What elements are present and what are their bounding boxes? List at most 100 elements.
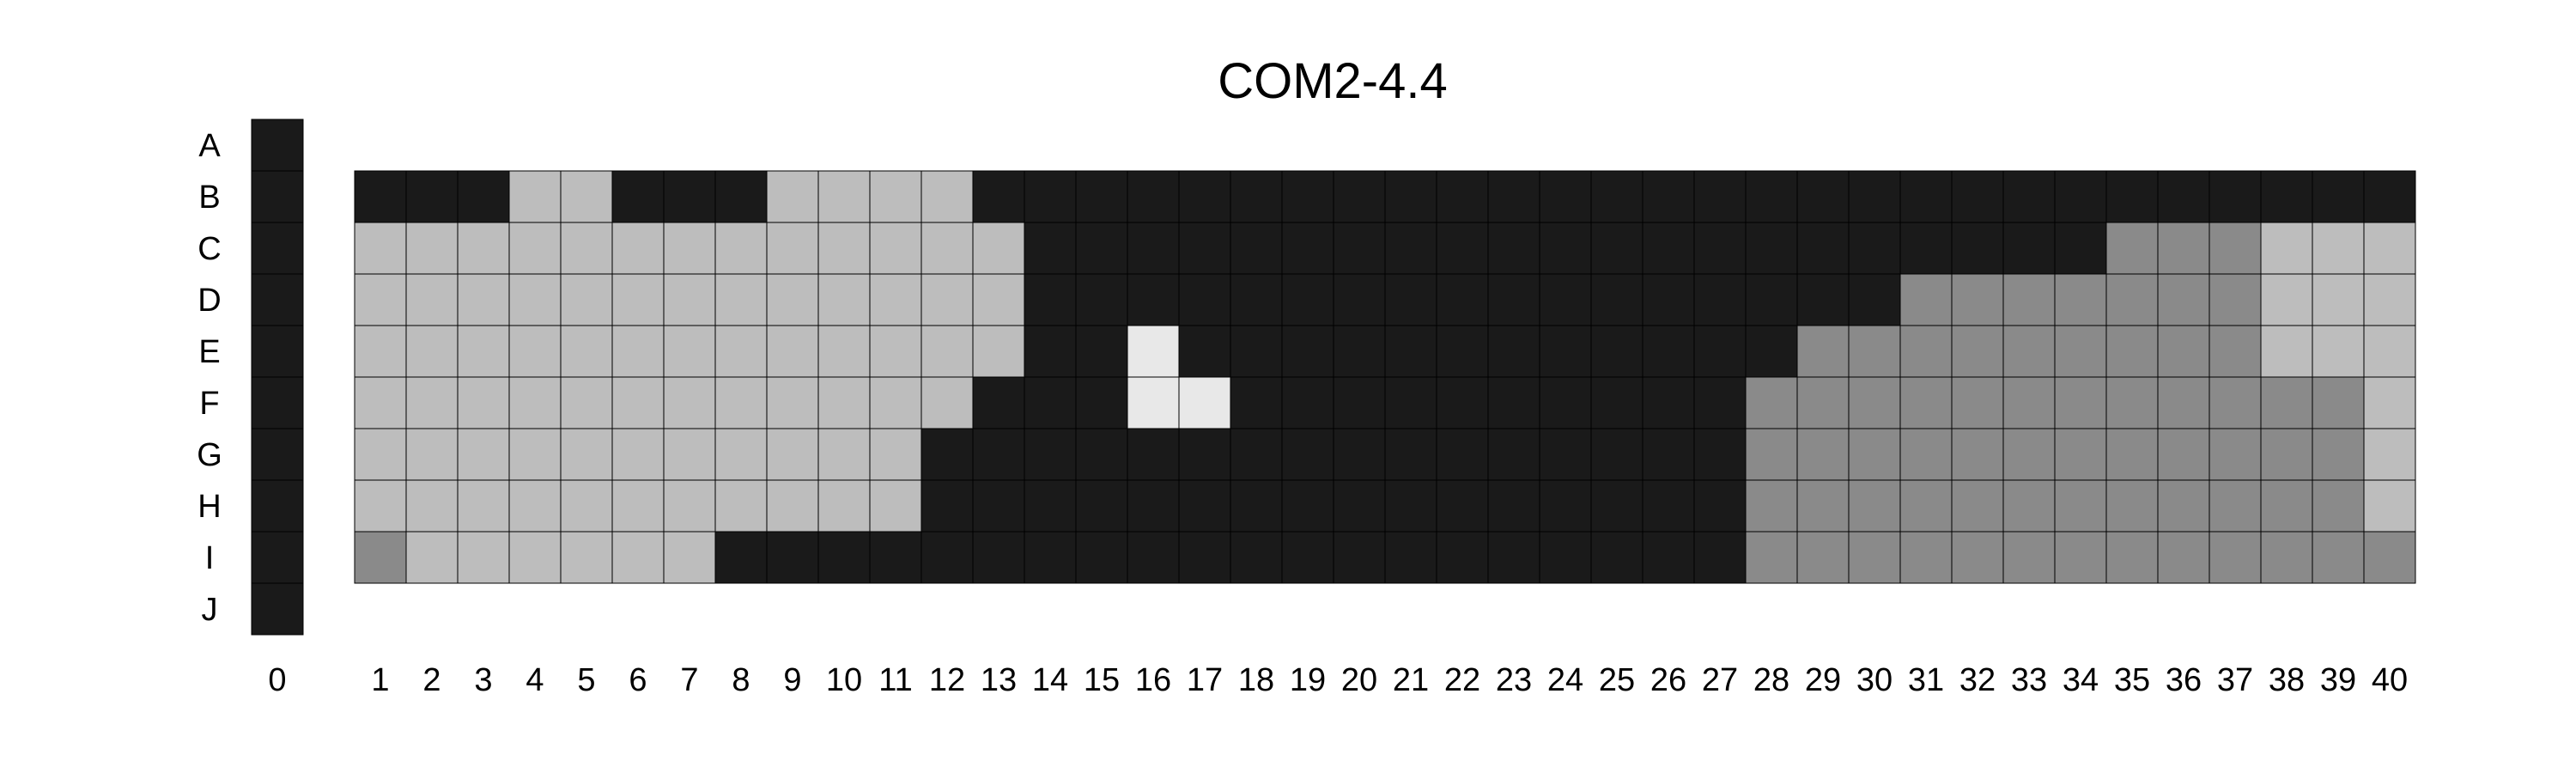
heatmap-cell-D37	[2208, 273, 2262, 326]
heatmap-cell-F14	[1024, 376, 1077, 429]
heatmap-cell-G20	[1333, 428, 1386, 481]
heatmap-cell-E24	[1539, 325, 1592, 378]
heatmap-cell-E10	[817, 325, 871, 378]
column-label-28: 28	[1753, 662, 1789, 698]
heatmap-cell-F2	[405, 376, 459, 429]
heatmap-cell-F20	[1333, 376, 1386, 429]
heatmap-cell-E31	[1899, 325, 1953, 378]
heatmap-cell-D32	[1951, 273, 2004, 326]
heatmap-cell-B30	[1848, 170, 1901, 223]
heatmap-cell-H14	[1024, 479, 1077, 533]
heatmap-cell-I34	[2054, 531, 2107, 584]
heatmap-cell-G4	[508, 428, 562, 481]
heatmap-cell-E11	[869, 325, 922, 378]
heatmap-cell-F0	[251, 376, 304, 429]
heatmap-cell-H34	[2054, 479, 2107, 533]
heatmap-cell-E29	[1796, 325, 1850, 378]
column-label-33: 33	[2011, 662, 2047, 698]
heatmap-cell-B21	[1384, 170, 1437, 223]
column-label-32: 32	[1959, 662, 1996, 698]
heatmap-cell-B17	[1178, 170, 1231, 223]
heatmap-cell-H33	[2002, 479, 2056, 533]
heatmap-cell-B4	[508, 170, 562, 223]
heatmap-cell-D27	[1693, 273, 1747, 326]
heatmap-cell-D30	[1848, 273, 1901, 326]
heatmap-cell-G14	[1024, 428, 1077, 481]
heatmap-cell-C17	[1178, 222, 1231, 275]
heatmap-cell-C25	[1590, 222, 1643, 275]
row-label-E: E	[198, 334, 220, 370]
heatmap-cell-I31	[1899, 531, 1953, 584]
heatmap-cell-E40	[2363, 325, 2416, 378]
heatmap-cell-I8	[714, 531, 768, 584]
heatmap-cell-C9	[766, 222, 819, 275]
heatmap-cell-G35	[2105, 428, 2159, 481]
heatmap-cell-E1	[354, 325, 407, 378]
heatmap-cell-I11	[869, 531, 922, 584]
heatmap-cell-B19	[1281, 170, 1334, 223]
heatmap-cell-F11	[869, 376, 922, 429]
chart-title: COM2-4.4	[1218, 53, 1448, 109]
heatmap-cell-I3	[457, 531, 510, 584]
heatmap-cell-H8	[714, 479, 768, 533]
heatmap-cell-C35	[2105, 222, 2159, 275]
heatmap-cell-B36	[2157, 170, 2210, 223]
heatmap-cell-B13	[972, 170, 1025, 223]
heatmap-cell-C16	[1127, 222, 1180, 275]
heatmap-cell-E8	[714, 325, 768, 378]
heatmap-cell-F26	[1642, 376, 1695, 429]
heatmap-cell-E21	[1384, 325, 1437, 378]
column-label-4: 4	[526, 662, 544, 698]
heatmap-cell-D38	[2260, 273, 2313, 326]
heatmap-cell-C8	[714, 222, 768, 275]
heatmap-cell-E2	[405, 325, 459, 378]
heatmap-cell-B23	[1487, 170, 1540, 223]
heatmap-cell-D28	[1745, 273, 1798, 326]
heatmap-cell-D3	[457, 273, 510, 326]
heatmap-cell-I16	[1127, 531, 1180, 584]
heatmap-cell-H15	[1075, 479, 1128, 533]
heatmap-cell-G10	[817, 428, 871, 481]
heatmap-cell-F38	[2260, 376, 2313, 429]
column-label-10: 10	[826, 662, 862, 698]
heatmap-cell-G31	[1899, 428, 1953, 481]
heatmap-cell-E3	[457, 325, 510, 378]
heatmap-cell-I29	[1796, 531, 1850, 584]
heatmap-cell-I35	[2105, 531, 2159, 584]
column-label-23: 23	[1496, 662, 1532, 698]
heatmap-cell-H11	[869, 479, 922, 533]
heatmap-cell-C12	[920, 222, 974, 275]
heatmap-cell-D19	[1281, 273, 1334, 326]
heatmap-cell-H5	[560, 479, 613, 533]
heatmap-cell-I13	[972, 531, 1025, 584]
heatmap-cell-E15	[1075, 325, 1128, 378]
heatmap-cell-D22	[1436, 273, 1489, 326]
column-label-29: 29	[1805, 662, 1841, 698]
column-label-36: 36	[2166, 662, 2202, 698]
heatmap-cell-H22	[1436, 479, 1489, 533]
heatmap-cell-B7	[663, 170, 716, 223]
heatmap-cell-C37	[2208, 222, 2262, 275]
row-label-F: F	[199, 386, 219, 422]
heatmap-cell-D26	[1642, 273, 1695, 326]
column-label-22: 22	[1444, 662, 1480, 698]
heatmap-cell-H12	[920, 479, 974, 533]
heatmap-cell-C7	[663, 222, 716, 275]
heatmap-cell-E32	[1951, 325, 2004, 378]
heatmap-cell-H31	[1899, 479, 1953, 533]
heatmap-cell-E12	[920, 325, 974, 378]
heatmap-cell-B9	[766, 170, 819, 223]
heatmap-cell-G30	[1848, 428, 1901, 481]
heatmap-cell-C1	[354, 222, 407, 275]
heatmap-cell-I39	[2312, 531, 2365, 584]
heatmap-cell-F40	[2363, 376, 2416, 429]
heatmap-cell-D29	[1796, 273, 1850, 326]
heatmap-cell-B14	[1024, 170, 1077, 223]
heatmap-cell-I21	[1384, 531, 1437, 584]
heatmap-cell-D39	[2312, 273, 2365, 326]
heatmap-cell-E14	[1024, 325, 1077, 378]
column-label-3: 3	[474, 662, 492, 698]
column-label-0: 0	[268, 662, 286, 698]
